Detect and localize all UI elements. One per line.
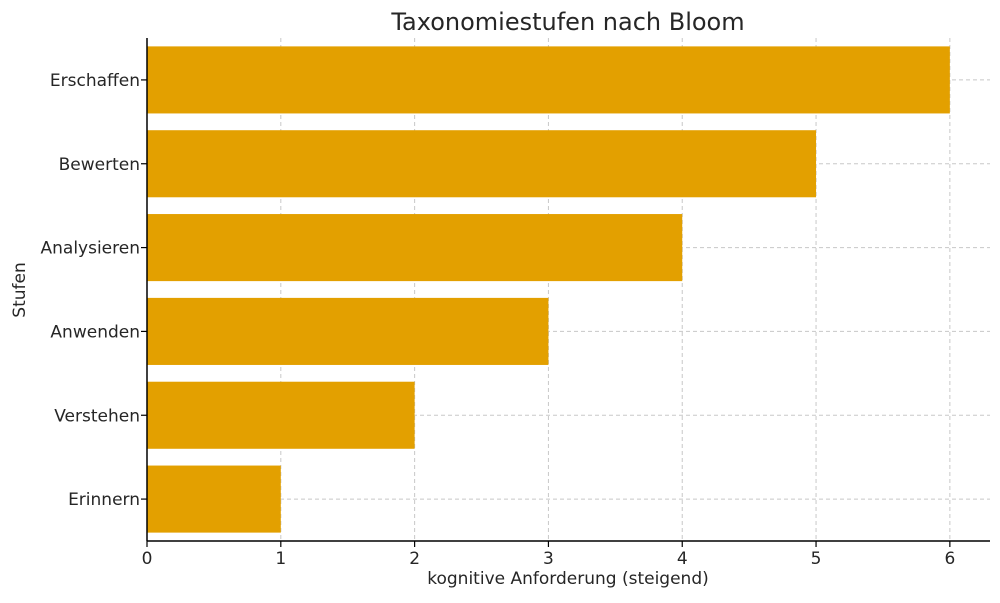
x-tick-label: 0 [142, 549, 153, 569]
bars [147, 46, 950, 533]
x-tick-label: 1 [275, 549, 286, 569]
y-tick-label: Anwenden [50, 322, 140, 342]
y-tick-label: Erinnern [68, 490, 140, 510]
chart-title: Taxonomiestufen nach Bloom [390, 8, 744, 36]
bar-erinnern [147, 465, 281, 533]
x-tick-label: 5 [811, 549, 822, 569]
x-tick-label: 3 [543, 549, 554, 569]
x-axis-label: kognitive Anforderung (steigend) [427, 569, 709, 589]
tick-labels: 0 1 2 3 4 5 6 Erinnern Verstehen Anwenden Analysie… [41, 71, 956, 569]
x-tick-label: 2 [409, 549, 420, 569]
bar-analysieren [147, 214, 683, 282]
y-tick-label: Bewerten [59, 155, 140, 175]
y-axis-label: Stufen [10, 262, 30, 317]
y-tick-label: Analysieren [41, 239, 141, 259]
x-tick-label: 4 [677, 549, 688, 569]
bar-bewerten [147, 130, 817, 198]
bar-anwenden [147, 297, 549, 365]
y-tick-label: Verstehen [54, 406, 140, 426]
x-tick-label: 6 [944, 549, 955, 569]
axes [146, 38, 990, 542]
bar-erschaffen [147, 46, 950, 114]
y-tick-label: Erschaffen [50, 71, 140, 91]
bar-verstehen [147, 381, 415, 449]
